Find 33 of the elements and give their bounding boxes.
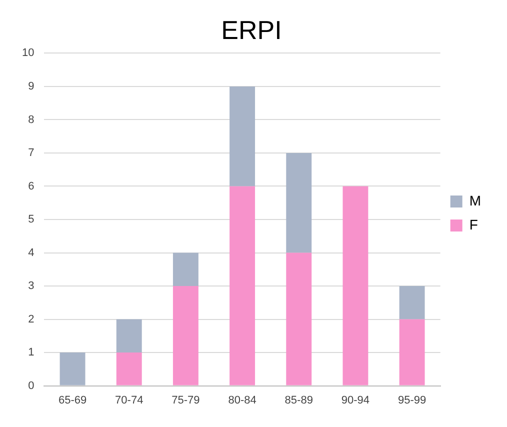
bar [230,186,256,386]
chart-title: ERPI [221,14,282,45]
bar [116,319,142,353]
x-tick-label: 65-69 [58,394,87,406]
bar [399,286,425,320]
bar [172,252,198,286]
y-tick-label: 7 [28,147,34,160]
x-tick-label: 75-79 [172,394,200,406]
y-tick-label: 1 [28,346,34,359]
bar [286,152,312,253]
bar [342,186,368,386]
bar [116,352,142,386]
y-tick-label: 10 [22,47,34,60]
x-tick-label: 90-94 [341,394,370,406]
y-tick-label: 4 [28,246,34,259]
bar [399,319,425,386]
x-tick-label: 80-84 [228,394,256,406]
legend-label: F [469,216,478,232]
legend-label: M [469,192,482,208]
bar [172,286,198,386]
y-tick-label: 9 [28,80,34,92]
y-tick-label: 3 [28,280,34,292]
x-tick-label: 85-89 [284,394,313,406]
y-tick-label: 5 [28,214,34,226]
y-tick-label: 8 [28,114,34,126]
x-tick-label: 95-99 [398,394,426,406]
y-tick-label: 6 [28,180,34,192]
x-tick-label: 70-74 [115,394,144,406]
bar [230,86,256,186]
y-tick-label: 0 [28,380,34,392]
bar [286,252,312,386]
y-tick-label: 2 [28,313,34,326]
bar [60,352,86,386]
